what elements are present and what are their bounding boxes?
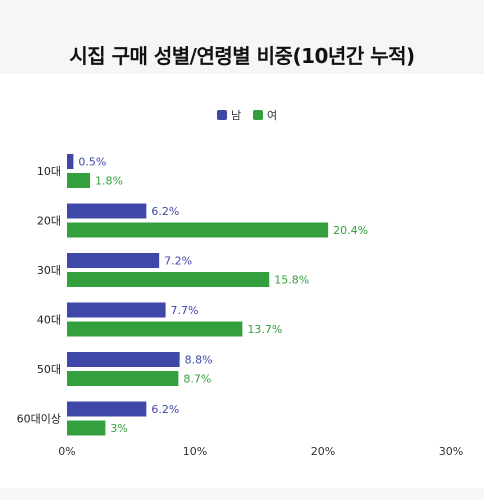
category-label-2: 30대 xyxy=(37,264,61,277)
legend-label-1: 여 xyxy=(267,109,277,122)
x-tick-label-3: 30% xyxy=(439,445,463,458)
bar-0-2 xyxy=(67,253,160,268)
category-label-1: 20대 xyxy=(37,215,61,228)
bar-1-2 xyxy=(67,272,270,287)
chart-title: 시집 구매 성별/연령별 비중(10년간 누적) xyxy=(69,44,415,68)
bar-1-3 xyxy=(67,321,243,337)
value-label-1-2: 15.8% xyxy=(274,274,309,287)
bar-1-0 xyxy=(67,173,91,188)
value-label-0-3: 7.7% xyxy=(171,304,199,317)
value-label-1-0: 1.8% xyxy=(95,175,123,188)
x-tick-label-1: 10% xyxy=(183,445,207,458)
bar-0-0 xyxy=(67,154,74,169)
bar-0-3 xyxy=(67,302,166,318)
x-tick-label-0: 0% xyxy=(58,445,75,458)
value-label-1-3: 13.7% xyxy=(247,323,282,336)
value-label-0-0: 0.5% xyxy=(78,156,106,169)
value-label-0-1: 6.2% xyxy=(151,205,179,218)
value-label-1-1: 20.4% xyxy=(333,224,368,237)
value-label-1-4: 8.7% xyxy=(183,373,211,386)
value-label-0-2: 7.2% xyxy=(164,255,192,268)
bar-0-5 xyxy=(67,401,147,417)
bar-1-5 xyxy=(67,420,106,436)
x-tick-label-2: 20% xyxy=(311,445,335,458)
legend-swatch-1 xyxy=(253,110,263,120)
category-label-0: 10대 xyxy=(37,165,61,178)
category-label-3: 40대 xyxy=(37,314,61,327)
legend-swatch-0 xyxy=(217,110,227,120)
bar-0-1 xyxy=(67,203,147,219)
value-label-1-5: 3% xyxy=(110,422,127,435)
category-label-5: 60대이상 xyxy=(17,413,61,426)
x-axis: 0% 10% 20% 30% xyxy=(58,445,463,458)
bottom-strip xyxy=(0,488,484,500)
bars-group xyxy=(67,154,329,436)
bar-1-1 xyxy=(67,222,329,238)
legend-label-0: 남 xyxy=(231,109,241,122)
value-label-0-4: 8.8% xyxy=(185,354,213,367)
category-label-4: 50대 xyxy=(37,363,61,376)
title-band xyxy=(0,0,484,74)
bar-0-4 xyxy=(67,352,180,367)
labels-group: 10대 0.5% 1.8% 20대 6.2% 20.4% 30대 7.2% 15.8% 40대 7.… xyxy=(17,156,368,436)
value-label-0-5: 6.2% xyxy=(151,403,179,416)
bar-1-4 xyxy=(67,371,179,386)
